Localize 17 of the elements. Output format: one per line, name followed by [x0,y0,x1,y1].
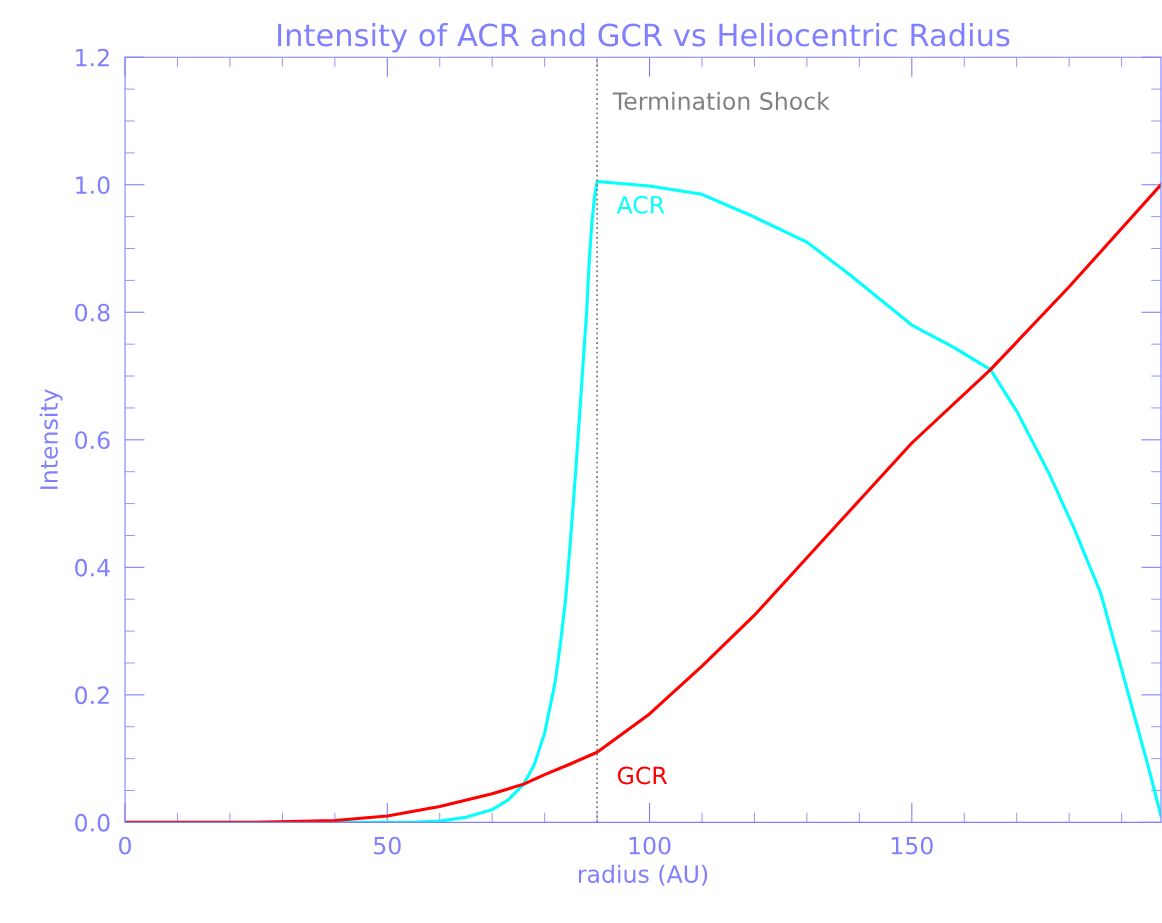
x-axis-title: radius (AU) [578,864,708,886]
y-tick-label: 0.0 [75,813,110,832]
annotation: ACR [616,195,665,214]
y-tick-label: 1.0 [76,176,110,195]
x-tick-label: 50 [374,836,401,855]
ref-line-label: Termination Shock [612,91,830,110]
x-tick-label: 0 [119,836,131,855]
chart-title: Intensity of ACR and GCR vs Heliocentric Radius [278,22,1010,53]
x-tick-label: 100 [629,836,671,855]
y-tick-label: 0.6 [75,431,110,450]
x-tick-label: 150 [891,836,933,855]
y-tick-label: 0.2 [75,686,109,705]
annotation: GCR [617,766,668,785]
y-tick-label: 0.4 [75,558,110,577]
y-axis-title: Intensity [39,389,63,489]
y-tick-label: 1.2 [76,48,109,67]
y-tick-label: 0.8 [75,303,110,322]
